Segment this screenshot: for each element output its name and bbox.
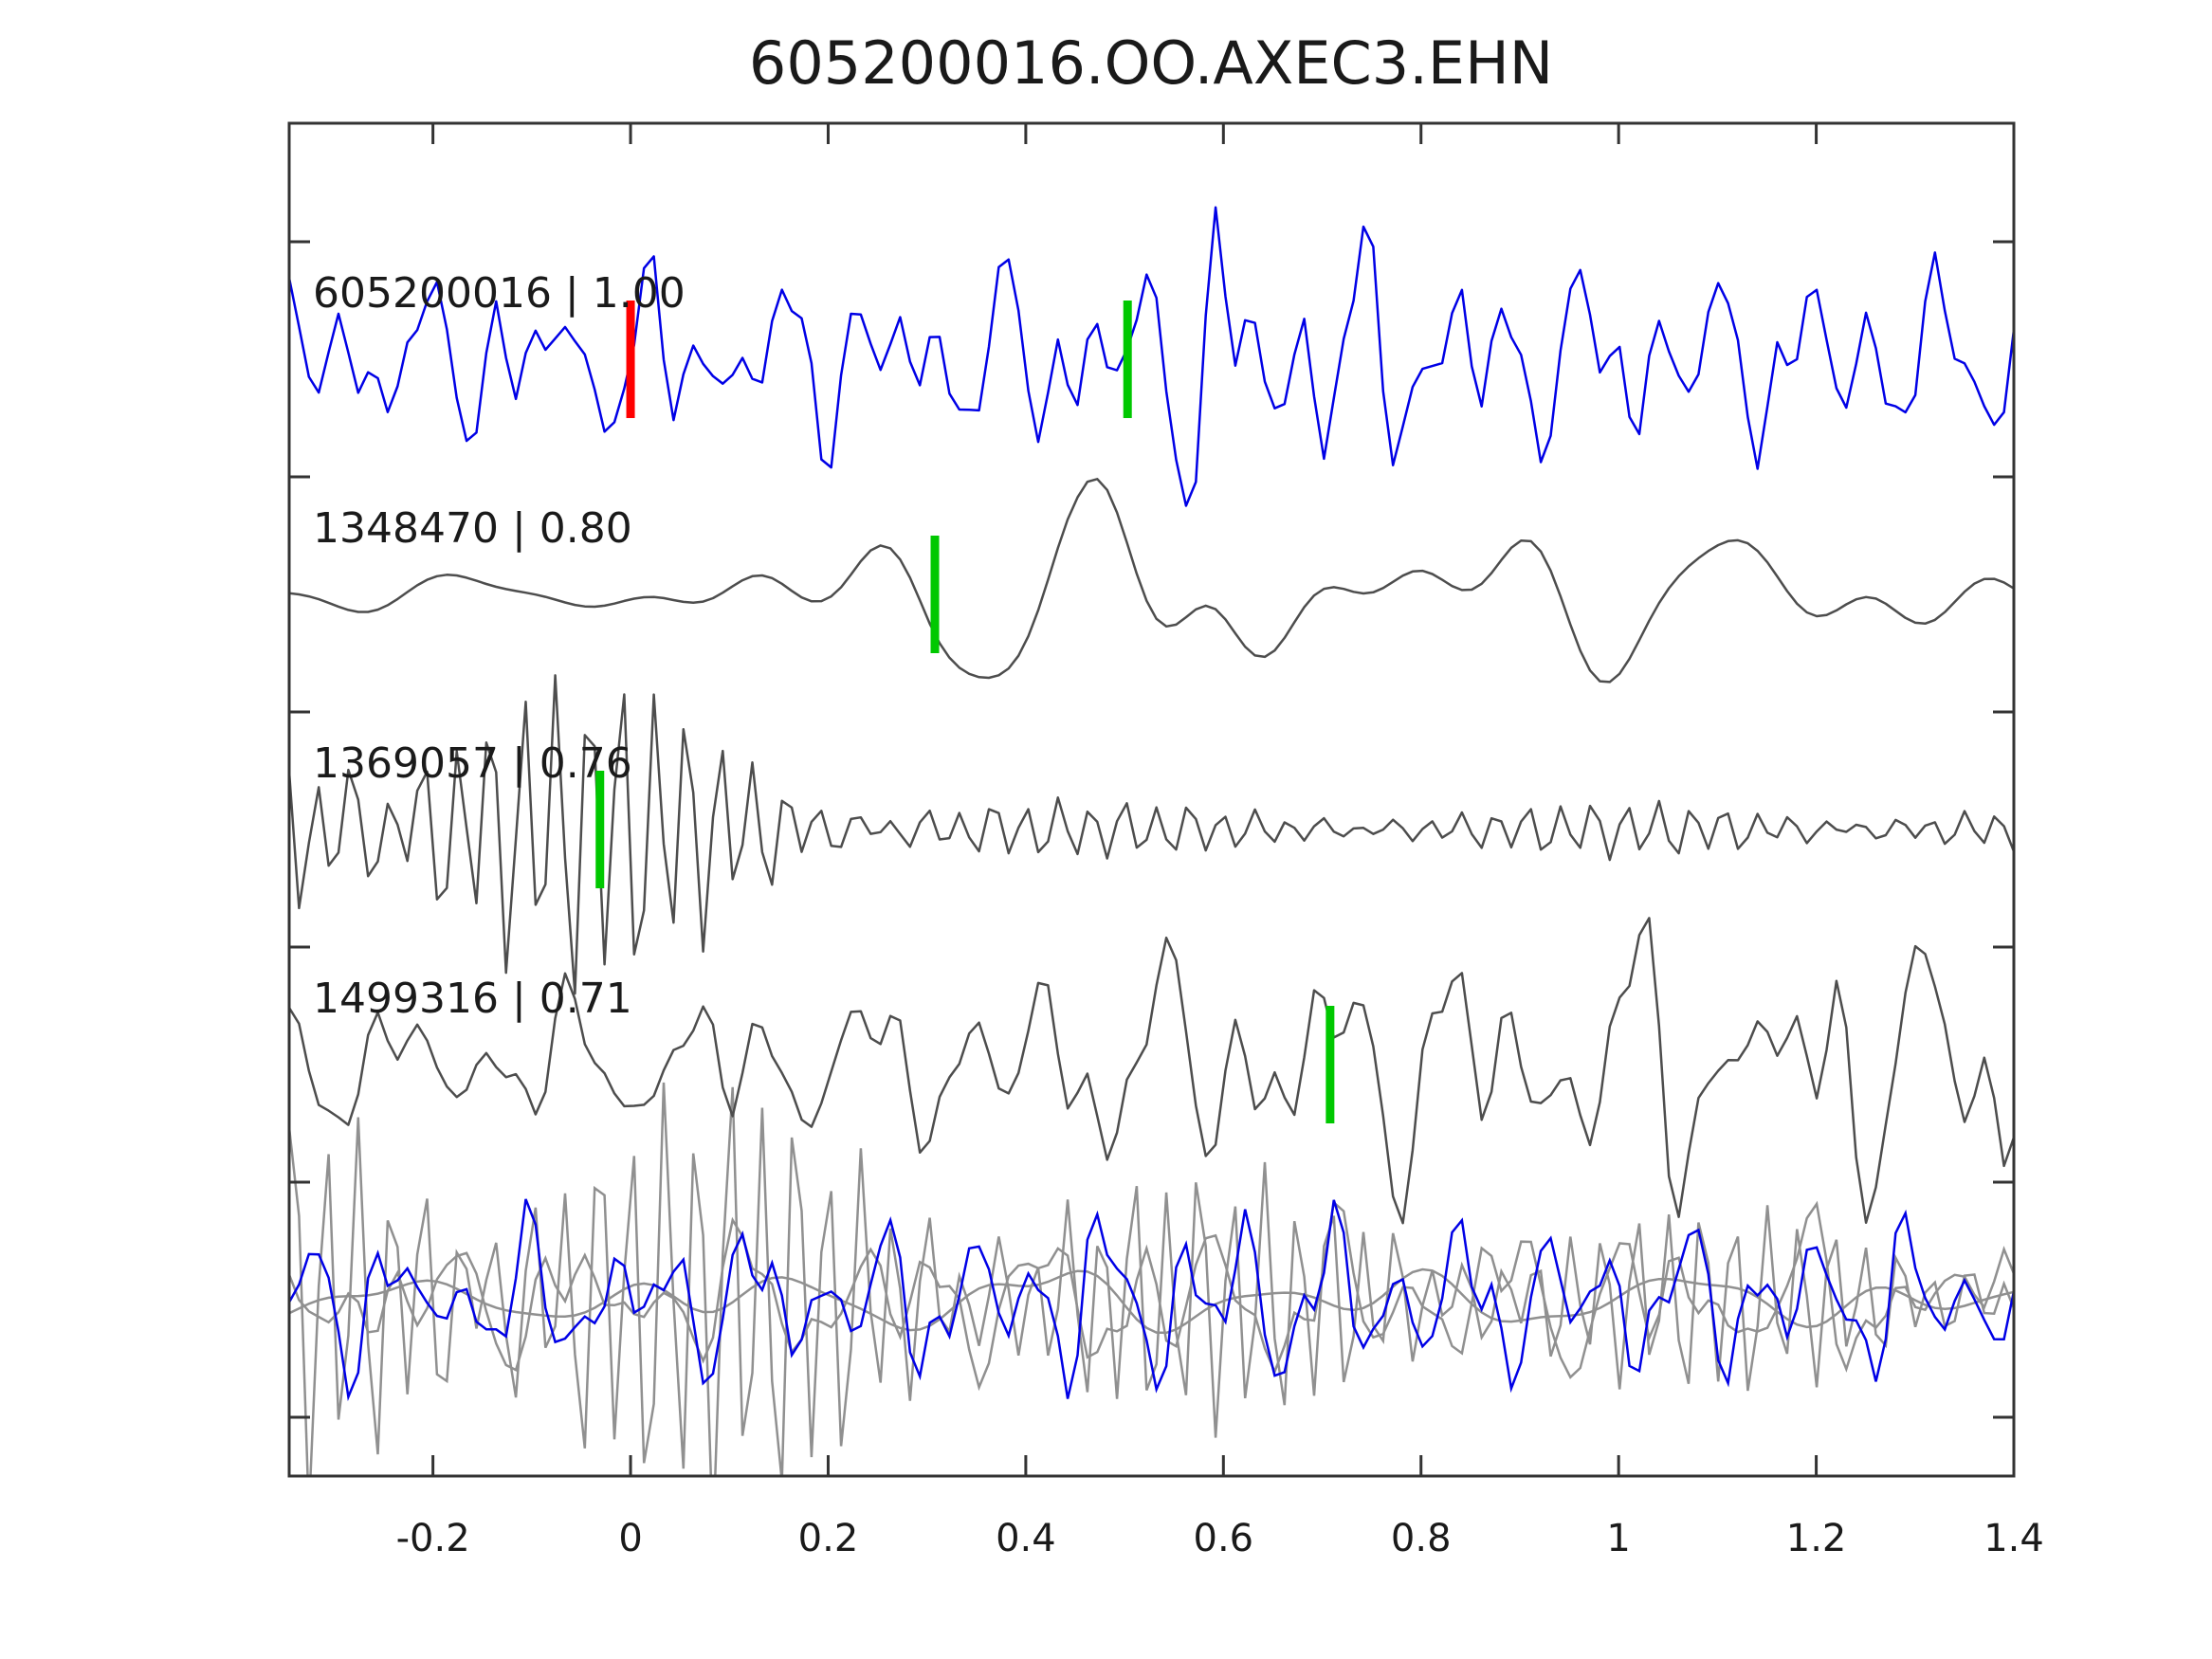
waveform-overlay-3 — [289, 1198, 2014, 1402]
plot-frame — [287, 121, 2016, 1478]
waveform-1499316 — [289, 917, 2014, 1225]
waveform-overlay-2 — [289, 1200, 2014, 1392]
x-tick-label: 1 — [1606, 1517, 1630, 1560]
waveform-1369057 — [289, 674, 2014, 995]
waveforms-group — [289, 206, 2014, 1476]
x-tick-label: 0.2 — [798, 1517, 859, 1560]
x-tick-label: 0.4 — [996, 1517, 1056, 1560]
x-tick-label: -0.2 — [396, 1517, 470, 1560]
x-tick-label: 1.2 — [1786, 1517, 1847, 1560]
trace-label-1348470: 1348470 | 0.80 — [313, 504, 632, 553]
x-tick-label: 0.8 — [1391, 1517, 1452, 1560]
axes-frame-group — [287, 121, 2016, 1478]
pick-markers-group — [595, 301, 1335, 1123]
x-tick-label: 1.4 — [1983, 1517, 2044, 1560]
text-labels-group: 605200016 | 1.00 1348470 | 0.80 1369057 | … — [313, 269, 2044, 1560]
figure-title: 605200016.OO.AXEC3.EHN — [749, 28, 1553, 98]
x-tick-label: 0 — [618, 1517, 642, 1560]
waveform-overlay-1 — [289, 1267, 2014, 1335]
x-tick-label: 0.6 — [1194, 1517, 1254, 1560]
trace-label-1369057: 1369057 | 0.76 — [313, 739, 632, 788]
waveform-1348470 — [289, 478, 2014, 684]
trace-label-605200016: 605200016 | 1.00 — [313, 269, 686, 318]
waveform-overlay-0 — [289, 1082, 2014, 1476]
waveform-605200016 — [289, 206, 2014, 507]
trace-label-1499316: 1499316 | 0.71 — [313, 975, 632, 1023]
